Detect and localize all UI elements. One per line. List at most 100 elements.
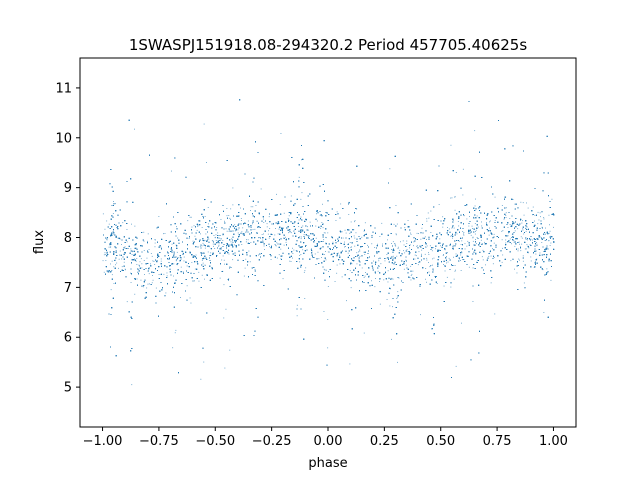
data-point [425, 268, 427, 269]
data-point [464, 243, 466, 245]
data-point [148, 273, 150, 275]
data-point [336, 272, 338, 274]
data-point [480, 243, 482, 245]
data-point [130, 282, 132, 283]
data-point [187, 220, 189, 222]
data-point [485, 264, 486, 266]
data-point [447, 261, 449, 263]
data-point [144, 274, 145, 275]
data-point [208, 223, 209, 225]
data-point [466, 245, 468, 247]
data-point [431, 250, 433, 252]
data-point [119, 254, 120, 256]
data-point [378, 265, 379, 266]
data-point [307, 229, 309, 231]
data-point [339, 263, 341, 265]
data-point [237, 229, 239, 231]
data-point [207, 207, 209, 208]
data-point [377, 270, 379, 272]
data-point [403, 250, 404, 252]
data-point [146, 257, 148, 259]
data-point [548, 240, 550, 242]
data-point [532, 214, 534, 216]
data-point [398, 277, 400, 279]
data-point [229, 266, 231, 268]
data-point [206, 162, 207, 163]
data-point [325, 259, 327, 261]
data-point [222, 240, 224, 241]
data-point [114, 232, 115, 234]
data-point [457, 221, 459, 222]
data-point [254, 268, 256, 270]
data-point [218, 245, 220, 247]
data-point [397, 291, 399, 293]
data-point [295, 250, 297, 251]
data-point [217, 237, 219, 239]
data-point [325, 269, 327, 271]
data-point [475, 198, 476, 200]
data-point [113, 201, 114, 202]
data-point [514, 230, 516, 232]
data-point [222, 255, 224, 257]
data-point [165, 292, 167, 294]
data-point [199, 245, 201, 247]
data-point [392, 278, 394, 280]
data-point [489, 221, 490, 223]
data-point [438, 249, 440, 251]
data-point [446, 256, 447, 257]
data-point [451, 227, 453, 229]
data-point [256, 232, 257, 234]
data-point [472, 267, 474, 269]
data-point [350, 287, 352, 289]
data-point [490, 245, 491, 247]
data-point [280, 258, 282, 260]
data-point [428, 271, 430, 273]
data-point [363, 251, 365, 253]
data-point [203, 264, 205, 266]
data-point [322, 203, 323, 205]
data-point [131, 254, 133, 255]
data-point [102, 213, 104, 215]
data-point [509, 218, 511, 219]
data-point [344, 246, 345, 248]
data-point [387, 281, 389, 283]
data-point [548, 259, 550, 261]
data-point [134, 244, 136, 246]
data-point [375, 278, 376, 279]
data-point [521, 222, 523, 224]
data-point [390, 288, 391, 290]
data-point [523, 214, 525, 216]
data-point [454, 196, 456, 198]
data-point [517, 228, 519, 230]
data-point [186, 285, 188, 287]
data-point [421, 253, 422, 255]
data-point [393, 257, 395, 259]
data-point [412, 270, 414, 272]
data-point [176, 251, 178, 253]
data-point [175, 260, 177, 262]
data-point [232, 204, 234, 206]
data-point [252, 206, 254, 208]
data-point [152, 279, 154, 281]
data-point [347, 252, 349, 254]
data-point [502, 254, 504, 256]
data-point [472, 228, 473, 229]
data-point [268, 216, 270, 218]
data-point [191, 226, 193, 228]
data-point [201, 227, 203, 228]
data-point [268, 237, 270, 239]
data-point [520, 201, 522, 203]
data-point [460, 254, 462, 256]
data-point [530, 238, 532, 240]
data-point [421, 249, 423, 251]
data-point [507, 235, 509, 237]
data-point [537, 238, 539, 240]
data-point [133, 259, 135, 261]
data-point [143, 286, 144, 288]
data-point [134, 225, 136, 227]
data-point [379, 281, 380, 282]
data-point [381, 222, 383, 224]
data-point [212, 243, 214, 245]
data-point [519, 259, 520, 261]
data-point [384, 273, 386, 274]
